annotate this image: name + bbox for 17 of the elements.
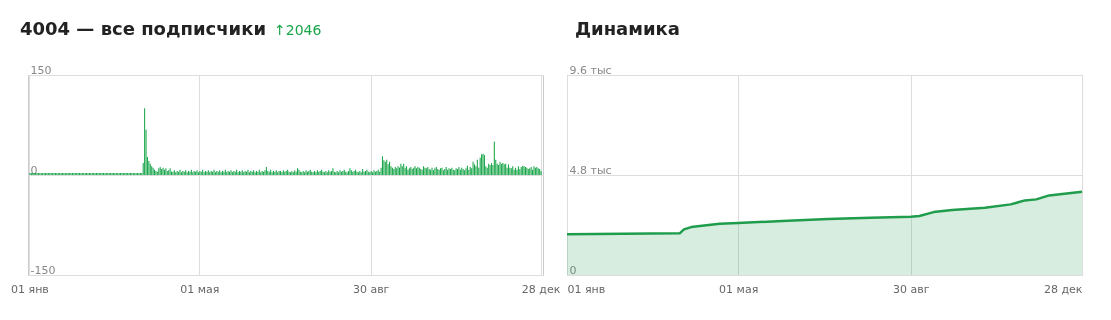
x-tick-label: 30 авг [893, 282, 930, 296]
y-tick-label: 4.8 тыс [569, 163, 612, 177]
x-tick-label: 01 мая [180, 282, 220, 296]
x-tick-label: 01 янв [567, 282, 606, 296]
y-tick-label: 150 [30, 63, 52, 77]
x-tick-label: 01 янв [11, 282, 49, 296]
x-tick-label: 01 мая [719, 282, 759, 296]
x-tick-label: 30 авг [352, 282, 390, 296]
chart-subtitle: ↑2046 [274, 22, 322, 38]
chart-title: Динамика [575, 18, 680, 39]
chart-title: 4004 — все подписчики [20, 18, 267, 39]
y-tick-label: 0 [569, 263, 577, 277]
y-tick-label: 9.6 тыс [569, 63, 612, 77]
x-tick-label: 28 дек [521, 282, 561, 296]
y-tick-label: -150 [30, 263, 56, 277]
x-tick-label: 28 дек [1043, 282, 1083, 296]
y-tick-label: 0 [30, 163, 38, 177]
